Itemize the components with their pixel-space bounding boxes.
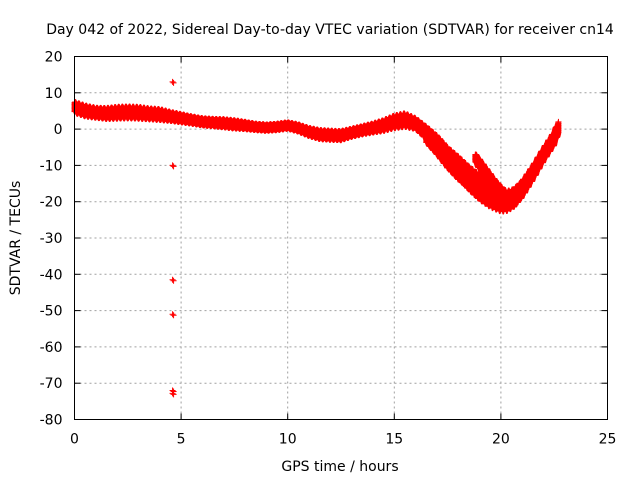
chart-title: Day 042 of 2022, Sidereal Day-to-day VTE… xyxy=(46,22,614,38)
series-main-band xyxy=(71,99,562,215)
grid-lines xyxy=(74,56,608,420)
data-points xyxy=(71,78,562,398)
